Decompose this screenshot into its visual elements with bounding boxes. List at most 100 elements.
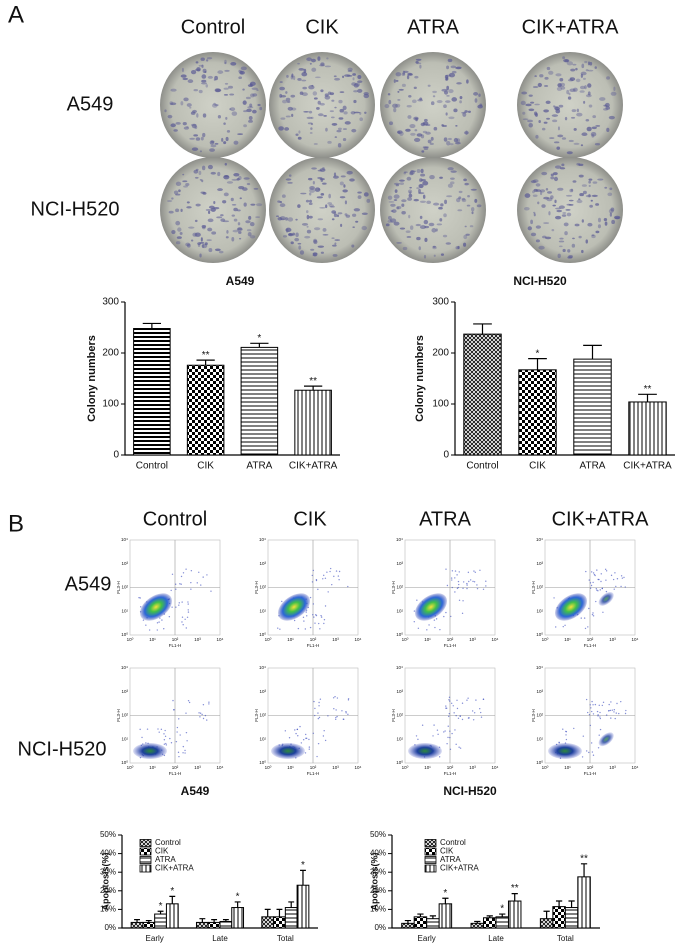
colony <box>408 214 411 219</box>
error-bar <box>580 863 588 877</box>
flow-tick-label: 10² <box>587 765 594 770</box>
colony <box>306 57 312 62</box>
colony <box>447 167 454 171</box>
event-dot <box>449 748 452 751</box>
colony <box>592 115 597 119</box>
colony <box>290 94 296 98</box>
event-dot <box>145 624 147 626</box>
colony <box>535 225 542 229</box>
event-dot <box>139 728 141 731</box>
error-bar <box>142 322 162 329</box>
colony <box>216 216 223 219</box>
colony <box>295 133 299 136</box>
colony <box>202 226 206 230</box>
event-dot <box>601 587 604 590</box>
colony <box>282 99 288 104</box>
error-bar <box>199 918 206 923</box>
event-dot <box>164 735 167 738</box>
flow-tick-label: 10¹ <box>121 608 128 613</box>
event-dot <box>451 579 453 581</box>
colony <box>349 178 355 182</box>
colony <box>413 86 417 90</box>
event-dot <box>142 619 145 621</box>
event-dot <box>163 739 166 741</box>
event-dot <box>602 611 604 614</box>
colony <box>579 193 584 197</box>
event-dot <box>615 585 617 588</box>
event-dot <box>341 710 343 712</box>
colony <box>571 109 577 113</box>
event-dot <box>461 612 464 615</box>
significance-label: * <box>301 860 305 871</box>
event-dot <box>457 580 460 583</box>
y-tick-label: 40% <box>100 849 116 858</box>
event-dot <box>303 620 305 622</box>
colony <box>301 79 307 82</box>
event-dot <box>318 716 321 719</box>
event-dot <box>610 717 612 719</box>
event-dot <box>558 741 560 743</box>
colony <box>329 92 335 96</box>
colony <box>579 90 585 93</box>
flow-tick-label: 10² <box>121 585 128 590</box>
colony <box>445 112 448 116</box>
colony <box>312 91 318 96</box>
colony <box>194 219 198 223</box>
colony <box>223 122 226 125</box>
error-bar <box>511 892 518 902</box>
event-dot <box>347 713 349 716</box>
error-bar <box>442 897 449 904</box>
chart-title: NCI-H520 <box>443 784 497 798</box>
colony <box>291 107 297 111</box>
event-cluster <box>277 593 311 621</box>
colony <box>209 140 215 145</box>
significance-label: ** <box>511 883 519 894</box>
chart-title: A549 <box>181 784 210 798</box>
colony <box>550 195 554 200</box>
colony <box>401 211 406 215</box>
event-dot <box>138 596 140 599</box>
colony <box>580 73 583 78</box>
colony <box>285 178 292 181</box>
flow-tick-label: 10¹ <box>424 765 431 770</box>
colony <box>180 74 187 78</box>
event-dot <box>165 742 167 745</box>
dish <box>517 52 623 158</box>
colony <box>456 138 461 143</box>
event-dot <box>601 704 604 707</box>
colony <box>196 113 199 118</box>
colony <box>583 100 586 104</box>
colony <box>582 190 587 195</box>
colony <box>448 116 455 120</box>
y-tick-label: 10% <box>100 905 116 914</box>
colony <box>398 179 405 182</box>
flow-tick-label: 10³ <box>194 765 201 770</box>
colony <box>175 181 182 187</box>
colony <box>224 162 227 166</box>
colony <box>470 188 477 191</box>
colony <box>422 130 428 134</box>
colony <box>581 249 584 254</box>
event-dot <box>624 586 626 588</box>
colony <box>222 200 227 204</box>
event-dot <box>178 718 180 720</box>
colony <box>403 171 408 173</box>
event-dot <box>181 601 183 603</box>
event-dot <box>338 570 341 573</box>
colony <box>591 234 595 237</box>
event-dot <box>284 730 287 732</box>
flow-tick-label: 10¹ <box>149 637 156 642</box>
colony <box>231 178 238 181</box>
colony <box>232 229 239 233</box>
colony <box>604 186 608 189</box>
event-dot <box>199 716 201 718</box>
colony <box>415 223 421 227</box>
colony <box>544 76 549 80</box>
event-dot <box>476 587 479 590</box>
colony <box>543 109 549 113</box>
colony <box>199 253 202 258</box>
colony <box>578 235 582 239</box>
event-dot <box>599 728 602 731</box>
event-dot <box>329 567 332 570</box>
error-bar <box>234 901 241 908</box>
